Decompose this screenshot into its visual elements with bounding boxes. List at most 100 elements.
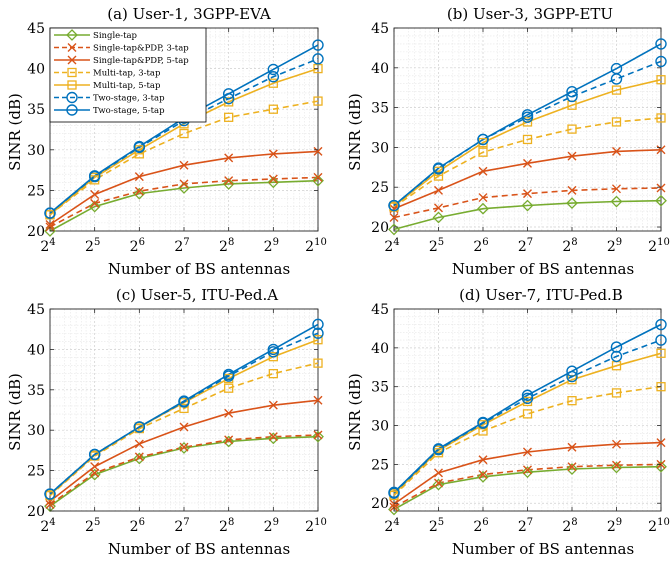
data-point-2 [224, 408, 234, 418]
series-line-6 [393, 43, 662, 207]
data-point-1 [224, 435, 234, 445]
data-point-0 [267, 176, 280, 189]
panel-d-ylabel: SINR (dB) [346, 373, 364, 451]
legend-marker-2 [67, 55, 77, 65]
y-tick-label: 20 [371, 220, 389, 236]
panel-d: (d) User-7, ITU-Ped.B SINR (dB) Number o… [346, 286, 670, 558]
x-tick-label: 26 [473, 517, 488, 535]
data-point-6 [566, 85, 578, 98]
data-point-1 [134, 452, 144, 462]
data-point-2 [90, 462, 100, 472]
data-point-0 [477, 470, 489, 483]
data-point-5 [566, 370, 578, 383]
data-point-2 [434, 185, 443, 195]
data-point-1 [612, 184, 621, 194]
legend-label-0: Single-tap [93, 31, 138, 41]
x-tick-label: 29 [264, 517, 279, 535]
series-line-3 [393, 385, 662, 497]
panel-a-xlabel: Number of BS antennas [108, 260, 290, 278]
series-line-0 [393, 465, 662, 511]
x-tick-label: 29 [264, 237, 279, 255]
data-point-6 [566, 365, 578, 377]
x-tick-label: 210 [648, 517, 670, 535]
y-tick-label: 40 [371, 341, 389, 357]
data-point-0 [88, 200, 101, 213]
data-point-6 [222, 368, 235, 381]
y-tick-label: 25 [371, 457, 389, 473]
data-point-3 [656, 113, 666, 123]
x-tick-label: 28 [562, 237, 577, 255]
data-point-2 [656, 438, 666, 448]
data-point-2 [523, 447, 532, 457]
panel-c-ylabel: SINR (dB) [6, 373, 24, 451]
data-point-5 [655, 55, 667, 68]
data-point-1 [567, 185, 577, 195]
data-point-6 [388, 199, 400, 212]
data-point-0 [133, 187, 146, 200]
data-point-6 [44, 207, 56, 219]
data-point-3 [224, 112, 234, 122]
data-point-4 [656, 348, 666, 358]
data-point-1 [612, 460, 621, 470]
data-point-3 [268, 104, 278, 114]
y-tick-label: 30 [27, 143, 45, 159]
x-tick-label: 28 [219, 517, 234, 535]
data-point-1 [523, 465, 532, 475]
data-point-6 [521, 109, 534, 121]
data-point-6 [655, 318, 667, 331]
data-point-0 [521, 199, 534, 212]
legend-marker-6 [66, 104, 78, 116]
data-point-5 [312, 53, 324, 65]
legend-label-6: Two-stage, 5-tap [93, 106, 165, 116]
data-point-2 [134, 439, 144, 449]
data-point-1 [134, 186, 144, 196]
data-point-4 [268, 78, 278, 88]
legend-marker-1 [67, 43, 77, 52]
data-point-0 [312, 174, 324, 187]
series-line-3 [393, 117, 662, 208]
panel-b-title: (b) User-3, 3GPP-ETU [447, 5, 613, 23]
series-line-3 [49, 100, 319, 216]
data-point-2 [179, 160, 189, 170]
data-point-1 [45, 500, 55, 510]
data-point-5 [566, 90, 578, 103]
data-point-6 [133, 421, 146, 433]
data-point-3 [433, 171, 444, 181]
y-tick-label: 25 [27, 183, 45, 199]
series-line-0 [393, 199, 662, 231]
x-tick-label: 26 [130, 237, 145, 255]
data-point-2 [478, 166, 488, 176]
x-tick-label: 24 [384, 237, 399, 255]
data-point-2 [612, 439, 621, 449]
data-point-3 [268, 368, 278, 379]
data-point-6 [312, 318, 324, 331]
data-point-3 [522, 134, 533, 145]
data-point-1 [224, 176, 234, 186]
series-line-5 [393, 60, 662, 207]
data-point-0 [222, 435, 235, 448]
data-point-0 [655, 460, 667, 473]
data-point-6 [267, 63, 280, 76]
y-tick-label: 45 [371, 21, 389, 37]
data-point-6 [388, 486, 400, 499]
y-tick-label: 45 [371, 302, 389, 318]
legend: Single-tap Single-tap&PDP, 3-tap Single-ta… [49, 27, 207, 123]
data-point-0 [610, 195, 623, 208]
legend-label-3: Multi-tap, 3-tap [93, 69, 161, 79]
data-point-6 [477, 133, 489, 146]
data-point-6 [521, 389, 534, 401]
legend-marker-3 [67, 67, 77, 78]
data-point-6 [133, 140, 146, 153]
x-tick-label: 27 [518, 237, 533, 255]
x-tick-label: 27 [174, 517, 189, 535]
x-tick-label: 24 [40, 517, 55, 535]
data-point-0 [178, 442, 190, 454]
data-point-2 [224, 153, 234, 163]
data-point-2 [268, 149, 278, 159]
data-point-5 [312, 327, 324, 339]
x-tick-label: 27 [174, 237, 189, 255]
data-point-2 [179, 422, 189, 432]
data-point-4 [313, 335, 323, 345]
x-tick-label: 26 [473, 237, 488, 255]
